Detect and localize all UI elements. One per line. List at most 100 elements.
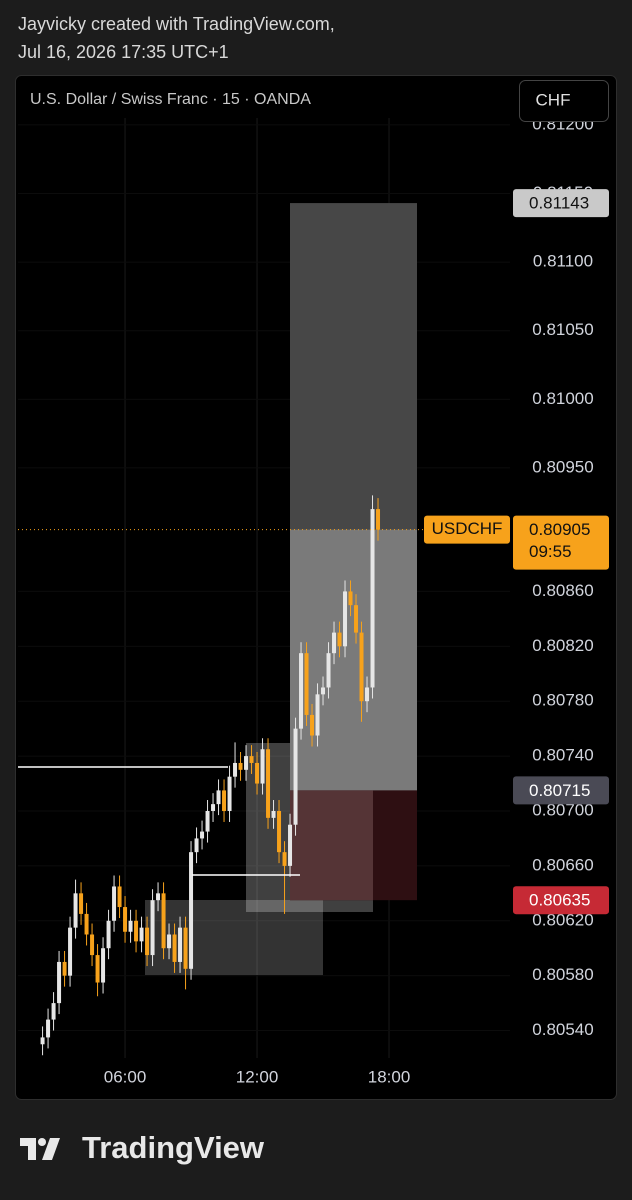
x-tick-label: 18:00 [368, 1067, 411, 1086]
candle-body [277, 810, 282, 853]
candle-body [266, 749, 271, 818]
candle-body [156, 893, 161, 901]
candle-body [304, 653, 309, 715]
candle-body [40, 1037, 45, 1045]
candle-body [117, 886, 122, 908]
candle-body [222, 790, 227, 811]
candle-body [79, 893, 84, 914]
header-line: Jul 16, 2026 17:35 UTC+1 [18, 42, 229, 62]
brand: TradingView [82, 1130, 265, 1165]
candle-body [370, 509, 375, 688]
candle-body [46, 1019, 51, 1038]
axis-labels: USDCHF 0.80905 09:55 0.81143 0.80715 0.80635 [18, 189, 609, 915]
candle-body [244, 756, 249, 770]
candle-body [321, 687, 326, 695]
candle-body [260, 749, 265, 784]
y-tick-label: 0.80620 [532, 910, 593, 929]
candle-body [194, 838, 199, 853]
candle-body [123, 907, 128, 932]
currency-button[interactable] [519, 80, 609, 122]
position-label: 0.80635 [529, 891, 590, 910]
candle-body [161, 893, 166, 949]
candle-body [326, 653, 331, 688]
y-tick-label: 0.80700 [532, 800, 593, 819]
y-tick-label: 0.80950 [532, 457, 593, 476]
candle-body [134, 920, 139, 942]
candle-body [249, 756, 254, 763]
price-label: 0.80905 [529, 520, 590, 539]
candle-body [150, 900, 155, 956]
logo-mark [20, 1138, 60, 1160]
candle-body [233, 762, 238, 777]
candle-body [57, 961, 62, 1004]
candle-body [172, 934, 177, 962]
y-tick-label: 0.80540 [532, 1020, 593, 1039]
position-tag [513, 189, 609, 218]
candle-body [288, 824, 293, 866]
candle-body [106, 920, 111, 949]
y-tick-label: 0.81100 [533, 252, 593, 271]
candle-body [95, 955, 100, 983]
candle-body [68, 927, 73, 976]
y-tick-label: 0.80580 [532, 965, 593, 984]
candle-body [310, 714, 315, 736]
y-tick-label: 0.80780 [532, 691, 593, 710]
candle-body [282, 852, 287, 866]
price-tag [513, 515, 609, 570]
candle-body [112, 886, 117, 921]
lines [18, 766, 300, 876]
candle-body [255, 762, 260, 784]
candle-body [315, 694, 320, 736]
candle-body [51, 1003, 56, 1020]
candle-body [337, 632, 342, 647]
logo-mark [38, 1138, 46, 1146]
open-profit [290, 529, 417, 791]
y-tick-label: 0.80740 [532, 746, 593, 765]
candle-body [178, 927, 183, 962]
position-tag [513, 886, 609, 915]
logo: TradingView [20, 1130, 265, 1165]
candle-body [216, 790, 221, 805]
grid [18, 118, 510, 1058]
candle-body [145, 927, 150, 956]
stop-zone-inner [290, 790, 373, 901]
candle-body [90, 934, 95, 956]
currency-label[interactable]: CHF [536, 90, 571, 109]
candle-body [365, 687, 370, 702]
y-tick-label: 0.81050 [532, 320, 593, 339]
position-label: 0.81143 [529, 194, 589, 213]
candle-body [359, 632, 364, 702]
candle-body [200, 831, 205, 839]
y-tick-label: 0.80820 [532, 636, 593, 655]
position-tool [290, 203, 417, 901]
candle-body [211, 804, 216, 811]
symbol-tag [424, 515, 510, 544]
candle-body [73, 893, 78, 928]
symbol-label: USDCHF [432, 519, 503, 538]
candle-body [299, 653, 304, 729]
candle-body [205, 810, 210, 832]
candle-body [189, 852, 194, 969]
candle-body [343, 591, 348, 647]
candles [40, 495, 381, 1056]
position-label: 0.80715 [529, 781, 590, 800]
countdown-label: 09:55 [529, 542, 572, 561]
candle-body [376, 509, 381, 530]
candle-body [332, 632, 337, 654]
candle-body [101, 948, 106, 983]
candle-body [293, 728, 298, 825]
y-tick-label: 0.80860 [532, 581, 593, 600]
x-tick-label: 12:00 [236, 1067, 279, 1086]
y-tick-label: 0.81000 [532, 389, 593, 408]
candle-body [227, 776, 232, 811]
candle-body [183, 927, 188, 969]
y-tick-label: 0.80660 [532, 855, 593, 874]
candle-body [167, 934, 172, 949]
candle-body [238, 762, 243, 770]
header-line: Jayvicky created with TradingView.com, [18, 14, 335, 34]
candle-body [62, 961, 67, 976]
candle-body [348, 591, 353, 606]
candle-body [271, 810, 276, 818]
candle-body [139, 927, 144, 942]
